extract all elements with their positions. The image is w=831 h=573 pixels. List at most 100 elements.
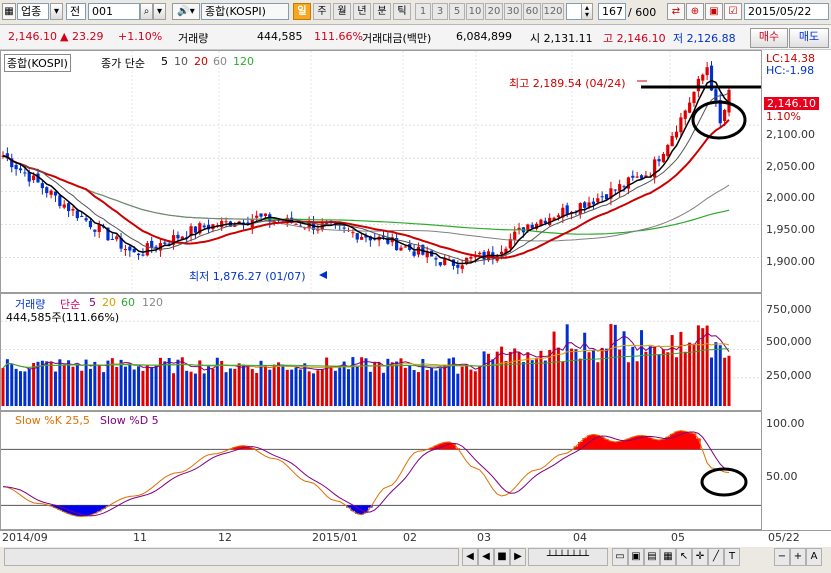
period-year-tab[interactable]: 년 xyxy=(353,3,371,20)
ma20-label: 20 xyxy=(194,55,208,68)
chevron-down-icon[interactable]: ▾ xyxy=(50,3,63,20)
low-price: 저 2,126.88 xyxy=(673,32,736,45)
volume-bar xyxy=(434,370,438,406)
code-input[interactable]: 001 xyxy=(88,3,140,20)
volume-bar xyxy=(723,357,727,406)
volume-bar xyxy=(246,365,250,406)
period-tick-tab[interactable]: 틱 xyxy=(393,3,411,20)
prev-select[interactable]: 전 xyxy=(66,3,86,20)
save-icon[interactable]: ▣ xyxy=(705,3,723,20)
period-day-tab[interactable]: 일 xyxy=(293,3,311,20)
line-tool-icon[interactable]: ╱ xyxy=(708,548,724,566)
candle-body xyxy=(176,234,180,239)
price-y-axis: LC:14.38 HC:-1.98 2,146.10 1.10% 2,100.0… xyxy=(761,50,831,293)
crosshair-icon[interactable]: ✛ xyxy=(692,548,708,566)
volume-bar xyxy=(430,367,434,406)
candle-body xyxy=(543,220,547,224)
tool-icon[interactable]: ▦ xyxy=(660,548,676,566)
candle-body xyxy=(460,265,464,269)
candle-body xyxy=(110,238,114,240)
plus-icon[interactable]: + xyxy=(790,548,806,566)
tick-5[interactable]: 5 xyxy=(449,3,465,20)
candle-body xyxy=(622,186,626,188)
period-minute-tab[interactable]: 분 xyxy=(373,3,391,20)
slow-k-line xyxy=(2,430,730,518)
volume-bar xyxy=(259,360,263,406)
buy-button[interactable]: 매수 xyxy=(750,28,788,48)
volume-bar xyxy=(27,368,31,406)
count-input[interactable]: 167 xyxy=(598,3,626,20)
volume-bar xyxy=(605,348,609,406)
volume-bar xyxy=(75,364,79,406)
v-tick-500000: 500,000 xyxy=(766,335,812,348)
volume-bar xyxy=(535,358,539,406)
stochastic-panel[interactable]: Slow %K 25,5 Slow %D 5 xyxy=(0,411,762,530)
zoom-icon[interactable]: ⊕ xyxy=(686,3,704,20)
top-toolbar: ▦ 업종 ▾ 전 001 ⌕ ▾ 🔊▾ 종합(KOSPI) 일 주 월 년 분 … xyxy=(0,0,831,25)
text-tool-icon[interactable]: T xyxy=(724,548,740,566)
candle-body xyxy=(666,144,670,156)
candle-body xyxy=(513,231,517,240)
volume-chart-panel[interactable]: 거래량 단순 5 20 60 120 444,585주(111.66%) xyxy=(0,293,762,411)
grid-icon[interactable]: ▦ xyxy=(2,3,16,20)
code-dropdown-icon[interactable]: ▾ xyxy=(153,3,166,20)
checkbox-icon[interactable]: ☑ xyxy=(724,3,742,20)
price-chart-panel[interactable]: 종합(KOSPI) 종가 단순 5 10 20 60 120 최고 2,189.… xyxy=(0,50,762,293)
volume-bar xyxy=(390,362,394,406)
sell-button[interactable]: 매도 xyxy=(789,28,829,48)
speaker-icon[interactable]: 🔊▾ xyxy=(172,3,200,20)
volume-bar xyxy=(84,359,88,406)
volume-ma-label: 단순 xyxy=(60,298,81,311)
volume-bar xyxy=(40,360,44,406)
candle-body xyxy=(342,227,346,229)
price-title[interactable]: 종합(KOSPI) xyxy=(4,54,71,72)
market-select[interactable]: 업종 xyxy=(17,3,49,20)
minus-icon[interactable]: − xyxy=(774,548,790,566)
candle-body xyxy=(517,227,521,230)
date-input[interactable]: 2015/05/22 xyxy=(744,3,829,20)
tick-120[interactable]: 120 xyxy=(542,3,564,20)
tick-20[interactable]: 20 xyxy=(485,3,503,20)
tick-3[interactable]: 3 xyxy=(432,3,448,20)
search-icon[interactable]: ⌕ xyxy=(140,3,153,20)
zoom-slider[interactable]: ┴┴┴┴┴┴┴ xyxy=(528,548,608,566)
candle-body xyxy=(631,175,635,178)
scroll-prev-icon[interactable]: ◀ xyxy=(478,548,494,566)
y-tick-2050: 2,050.00 xyxy=(766,160,815,173)
volume-bar xyxy=(578,358,582,406)
volume-bar xyxy=(443,365,447,406)
candle-body xyxy=(443,258,447,265)
tick-10[interactable]: 10 xyxy=(466,3,484,20)
volume-bar xyxy=(102,372,106,406)
volume-bar xyxy=(491,359,495,406)
candle-body xyxy=(5,153,9,159)
font-size-icon[interactable]: A xyxy=(806,548,822,566)
volume-bar xyxy=(237,363,241,406)
ma120-label: 120 xyxy=(233,55,254,68)
volume-bar xyxy=(198,360,202,406)
volume-bar xyxy=(425,370,429,406)
volume-bar xyxy=(613,324,617,406)
stop-icon[interactable]: ■ xyxy=(494,548,510,566)
volume-bar xyxy=(727,355,731,406)
volume-bar xyxy=(469,369,473,406)
scroll-first-icon[interactable]: ◀ xyxy=(462,548,478,566)
period-month-tab[interactable]: 월 xyxy=(333,3,351,20)
tick-60[interactable]: 60 xyxy=(523,3,541,20)
period-week-tab[interactable]: 주 xyxy=(313,3,331,20)
volume-bar xyxy=(373,361,377,406)
scroll-next-icon[interactable]: ▶ xyxy=(510,548,526,566)
s-tick-50: 50.00 xyxy=(766,470,798,483)
volume-last: 444,585주(111.66%) xyxy=(6,311,120,324)
volume-bar xyxy=(202,373,206,406)
tick-30[interactable]: 30 xyxy=(504,3,522,20)
x-axis xyxy=(0,530,831,548)
arrow-tool-icon[interactable]: ↖ xyxy=(676,548,692,566)
tick-1[interactable]: 1 xyxy=(415,3,431,20)
chart-toggle-icon[interactable]: ⇄ xyxy=(667,3,685,20)
settings-icon[interactable]: ▤ xyxy=(644,548,660,566)
spinner-icon[interactable]: ▴ ▾ xyxy=(581,3,593,20)
horizontal-scrollbar[interactable] xyxy=(4,548,459,566)
zoom-in-icon[interactable]: ▣ xyxy=(628,548,644,566)
zoom-out-icon[interactable]: ▭ xyxy=(612,548,628,566)
